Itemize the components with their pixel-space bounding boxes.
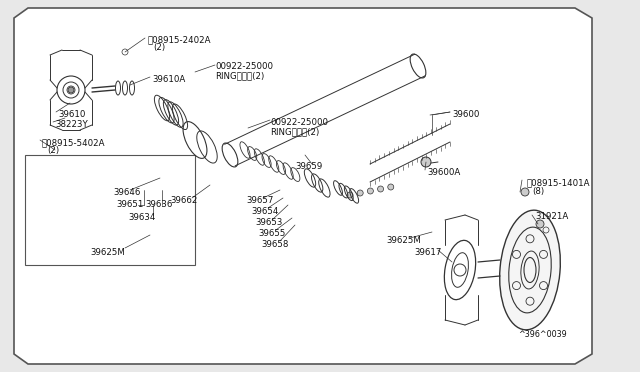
Text: 38223Y: 38223Y [55, 120, 88, 129]
Text: 39651: 39651 [116, 200, 143, 209]
Text: 31921A: 31921A [535, 212, 568, 221]
Text: 39636: 39636 [145, 200, 172, 209]
Text: 00922-25000: 00922-25000 [270, 118, 328, 127]
Text: 39610: 39610 [58, 110, 85, 119]
Circle shape [521, 188, 529, 196]
Circle shape [378, 186, 383, 192]
Text: (2): (2) [47, 146, 59, 155]
Text: RINGリング(2): RINGリング(2) [215, 71, 264, 80]
Circle shape [388, 184, 394, 190]
Text: (2): (2) [153, 43, 165, 52]
Text: 39600A: 39600A [427, 168, 460, 177]
Text: 39610A: 39610A [152, 75, 185, 84]
Circle shape [367, 188, 373, 194]
Text: RINGリング(2): RINGリング(2) [270, 127, 319, 136]
Text: 39658: 39658 [261, 240, 289, 249]
Circle shape [421, 157, 431, 167]
Text: 39654: 39654 [251, 207, 278, 216]
Text: Ⓦ08915-2402A: Ⓦ08915-2402A [148, 35, 211, 44]
Text: 39657: 39657 [246, 196, 273, 205]
Text: 39646: 39646 [113, 188, 140, 197]
Text: (8): (8) [532, 187, 544, 196]
Circle shape [347, 192, 353, 198]
Text: 39600: 39600 [452, 110, 479, 119]
Text: 39653: 39653 [255, 218, 282, 227]
Text: 39634: 39634 [128, 213, 156, 222]
Text: Ⓦ08915-5402A: Ⓦ08915-5402A [42, 138, 106, 147]
Ellipse shape [500, 210, 561, 330]
Text: Ⓦ08915-1401A: Ⓦ08915-1401A [527, 178, 591, 187]
Text: 39655: 39655 [258, 229, 285, 238]
Circle shape [536, 220, 544, 228]
Text: 39617: 39617 [414, 248, 442, 257]
Polygon shape [25, 155, 195, 265]
Text: ^396^0039: ^396^0039 [518, 330, 567, 339]
Text: 39625M: 39625M [90, 248, 125, 257]
Circle shape [68, 87, 74, 93]
Text: 39659: 39659 [295, 162, 323, 171]
Text: 39625M: 39625M [386, 236, 421, 245]
Polygon shape [14, 8, 592, 364]
Text: 00922-25000: 00922-25000 [215, 62, 273, 71]
Text: 39662: 39662 [170, 196, 197, 205]
Circle shape [357, 190, 363, 196]
